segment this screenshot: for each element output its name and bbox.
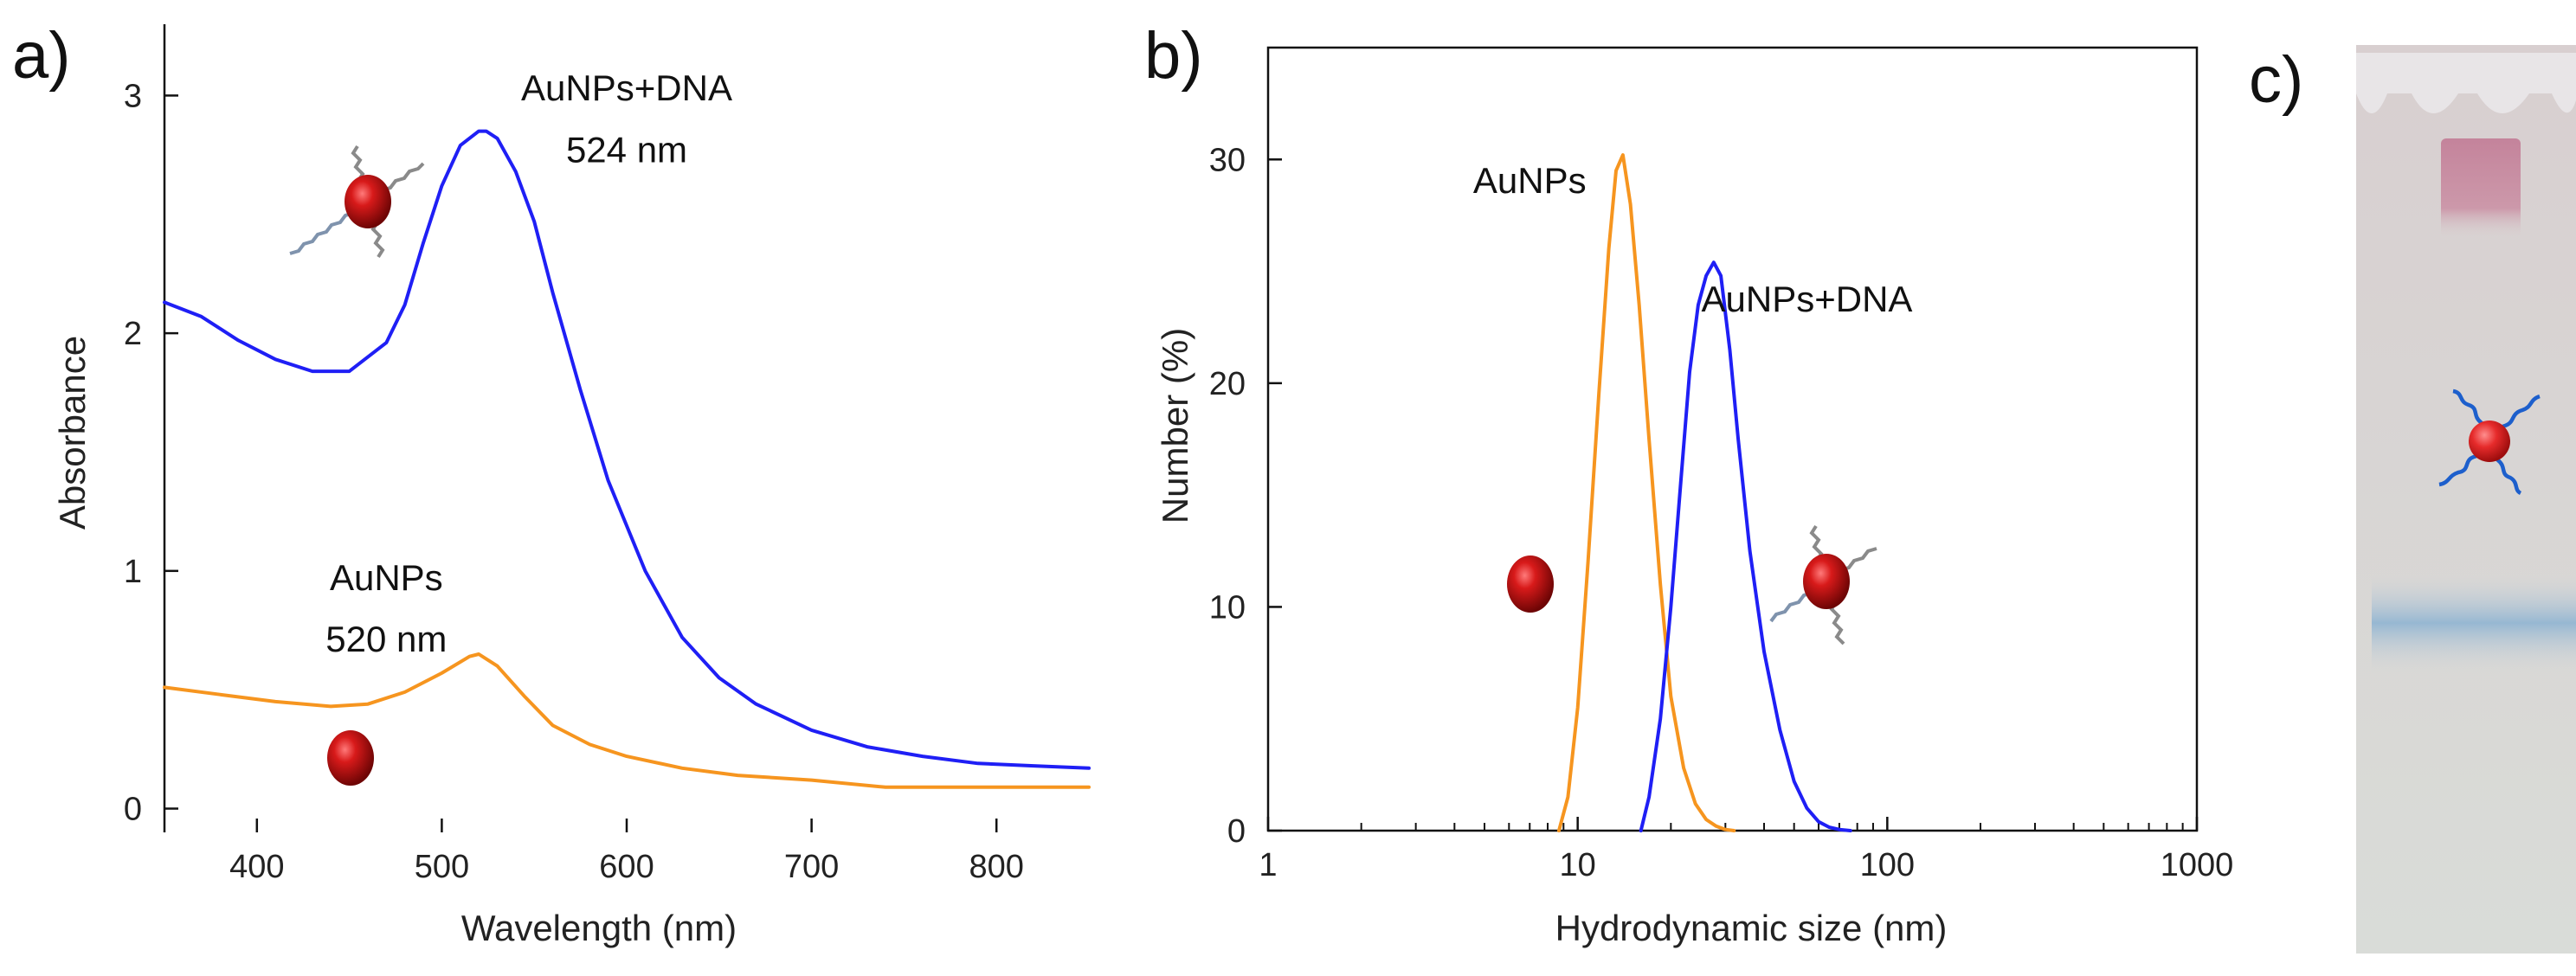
gel-wells	[2356, 53, 2576, 113]
dna-coated-nanoparticle-icon	[289, 144, 425, 259]
y-tick-label: 2	[124, 316, 142, 352]
x-tick-label: 1000	[2161, 847, 2234, 883]
y-tick-label: 0	[124, 792, 142, 828]
gel-photo	[2356, 45, 2576, 954]
gel-band-blue	[2372, 571, 2576, 675]
panel-label-b: b)	[1144, 19, 1203, 93]
x-tick-label: 800	[969, 849, 1023, 885]
y-axis-title-a: Absorbance	[52, 336, 93, 530]
annotation-label: AuNPs	[1473, 160, 1587, 201]
series-line-aunps-dna	[163, 129, 1091, 770]
x-tick-label: 500	[415, 849, 469, 885]
y-tick-label: 0	[1227, 813, 1246, 850]
dna-coated-nanoparticle-icon	[1769, 524, 1877, 645]
x-tick-label: 400	[229, 849, 284, 885]
y-tick-label: 30	[1209, 142, 1246, 178]
absorbance-chart: Absorbance Wavelength (nm) 0 1 2 3 400 500 600…	[52, 24, 1091, 948]
series-line-aunps	[163, 652, 1091, 789]
annotation-label: 520 nm	[325, 619, 447, 659]
y-tick-label: 1	[124, 554, 142, 590]
series-line-aunps	[1557, 153, 1736, 832]
x-tick-label: 600	[599, 849, 654, 885]
x-tick-label: 10	[1560, 847, 1596, 883]
y-tick-label: 10	[1209, 589, 1246, 626]
panel-label-a: a)	[12, 19, 71, 93]
panel-label-c: c)	[2249, 43, 2303, 117]
y-tick-label: 20	[1209, 366, 1246, 402]
annotation-label: 524 nm	[566, 129, 687, 170]
x-axis-title-a: Wavelength (nm)	[461, 908, 737, 948]
annotation-label: AuNPs	[330, 557, 443, 598]
x-tick-label: 100	[1860, 847, 1915, 883]
series-line-aunps-dna	[1639, 260, 1852, 832]
annotation-label: AuNPs+DNA	[1702, 279, 1913, 319]
y-tick-label: 3	[124, 78, 142, 114]
x-axis-title-b: Hydrodynamic size (nm)	[1555, 908, 1948, 948]
plot-frame-b	[1266, 46, 2199, 832]
x-tick-label: 1	[1259, 847, 1277, 883]
annotation-label: AuNPs+DNA	[521, 67, 732, 108]
dls-size-chart: Number (%) Hydrodynamic size (nm) 0 10 20 3…	[1155, 46, 2234, 948]
gel-band-pink	[2441, 138, 2521, 238]
x-tick-label: 700	[784, 849, 839, 885]
y-axis-title-b: Number (%)	[1155, 328, 1195, 523]
nanoparticle-icon	[327, 730, 374, 786]
nanoparticle-icon	[1507, 555, 1554, 613]
dna-coated-nanoparticle-icon	[2438, 388, 2541, 496]
